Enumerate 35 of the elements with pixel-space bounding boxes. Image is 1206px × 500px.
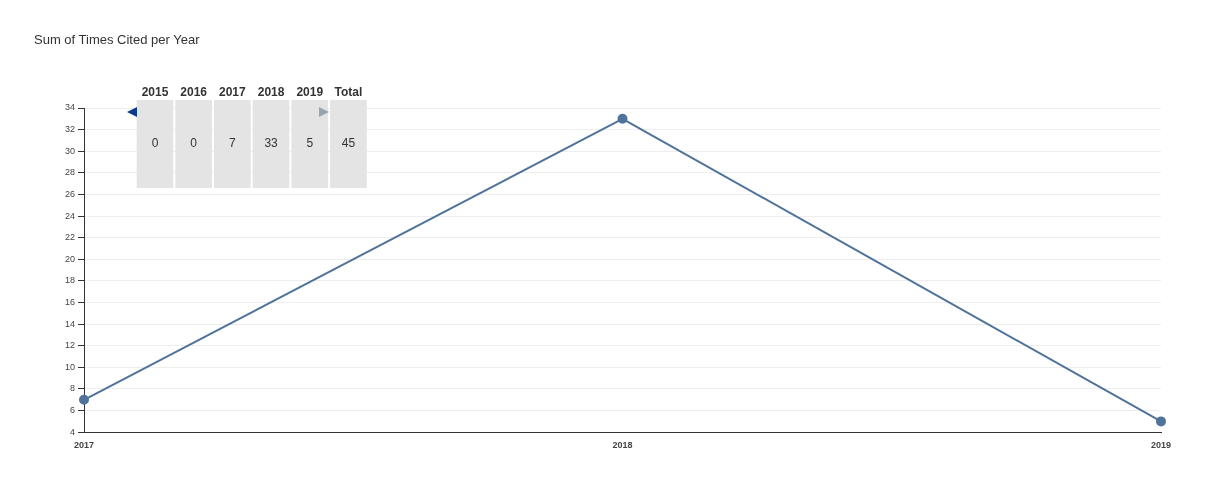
y-tick-label: 22: [65, 232, 76, 243]
data-label: 7: [229, 136, 237, 151]
x-tick-label: 2015: [141, 85, 169, 100]
x-tick-label: Total: [334, 85, 363, 100]
data-label: 0: [151, 136, 159, 151]
y-tick-label: 14: [65, 318, 76, 329]
chart-title: Sum of Times Cited per Year: [34, 32, 200, 47]
y-tick-label: 8: [70, 383, 76, 394]
y-tick-label: 16: [65, 297, 76, 307]
data-label: 5: [306, 136, 314, 151]
x-tick-label: 2018: [612, 440, 633, 451]
y-tick-label: 4: [70, 426, 76, 437]
y-tick-label: 10: [65, 361, 76, 372]
x-tick-label: 2017: [219, 85, 247, 100]
y-tick-label: 18: [65, 275, 76, 286]
x-tick-label: 2016: [180, 85, 208, 100]
data-label: 33: [264, 136, 279, 151]
y-tick-label: 32: [65, 124, 76, 135]
x-tick-label: 2018: [257, 85, 285, 100]
x-tick-label: 2019: [296, 85, 324, 100]
y-tick-label: 26: [65, 188, 76, 199]
y-tick-label: 34: [65, 102, 76, 113]
y-tick-label: 6: [70, 405, 76, 416]
point: [617, 113, 628, 124]
data-label: 45: [341, 136, 356, 151]
data-label: 0: [190, 136, 198, 151]
point: [1156, 416, 1166, 427]
point: [79, 394, 90, 405]
y-tick-label: 30: [65, 145, 76, 156]
y-tick-label: 20: [65, 253, 76, 264]
x-tick-label: 2019: [1150, 440, 1172, 451]
y-tick-label: 28: [65, 167, 76, 178]
y-tick-label: 12: [65, 340, 76, 351]
x-tick-label: 2017: [74, 440, 95, 451]
y-tick-label: 24: [65, 210, 76, 221]
